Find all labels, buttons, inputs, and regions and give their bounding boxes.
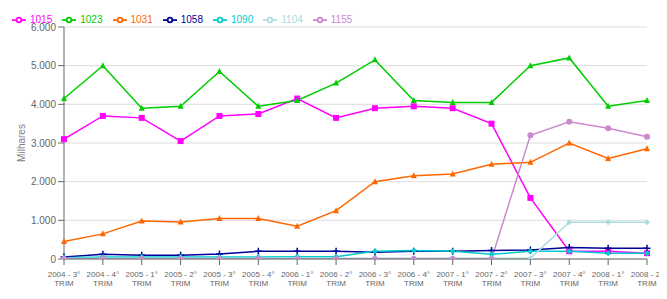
svg-text:Milhares: Milhares <box>16 124 27 162</box>
svg-text:4.000: 4.000 <box>31 99 56 110</box>
svg-text:2007 - 1°TRIM: 2007 - 1°TRIM <box>436 270 469 288</box>
svg-text:2004 - 3°TRIM: 2004 - 3°TRIM <box>48 270 81 288</box>
html-text:1023: 1023 <box>80 13 103 25</box>
svg-text:1.000: 1.000 <box>31 215 56 226</box>
svg-text:3.000: 3.000 <box>31 138 56 149</box>
html-text:1104: 1104 <box>281 13 303 25</box>
html-text:1015: 1015 <box>30 13 53 25</box>
svg-text:2008 - 1°TRIM: 2008 - 1°TRIM <box>592 270 625 288</box>
svg-text:2007 - 2°TRIM: 2007 - 2°TRIM <box>475 270 508 288</box>
html-text:1090: 1090 <box>231 13 254 25</box>
html-text:1058: 1058 <box>180 13 203 25</box>
svg-text:2004 - 4°TRIM: 2004 - 4°TRIM <box>87 270 120 288</box>
svg-text:2.000: 2.000 <box>31 176 56 187</box>
svg-text:2005 - 2°TRIM: 2005 - 2°TRIM <box>164 270 197 288</box>
svg-text:2006 - 3°TRIM: 2006 - 3°TRIM <box>359 270 392 288</box>
svg-text:2008 - 2°TRIM: 2008 - 2°TRIM <box>631 270 659 288</box>
svg-text:2006 - 2°TRIM: 2006 - 2°TRIM <box>320 270 353 288</box>
svg-text:2007 - 4°TRIM: 2007 - 4°TRIM <box>553 270 586 288</box>
svg-text:2007 - 3°TRIM: 2007 - 3°TRIM <box>514 270 547 288</box>
html-text:1155: 1155 <box>330 13 353 25</box>
svg-text:6.000: 6.000 <box>31 22 56 33</box>
svg-text:2005 - 3°TRIM: 2005 - 3°TRIM <box>203 270 236 288</box>
svg-text:2005 - 1°TRIM: 2005 - 1°TRIM <box>125 270 158 288</box>
svg-text:5.000: 5.000 <box>31 60 56 71</box>
svg-text:2005 - 4°TRIM: 2005 - 4°TRIM <box>242 270 275 288</box>
html-text:1031: 1031 <box>130 13 153 25</box>
svg-text:2006 - 1°TRIM: 2006 - 1°TRIM <box>281 270 314 288</box>
svg-text:2006 - 4°TRIM: 2006 - 4°TRIM <box>398 270 431 288</box>
svg-text:0: 0 <box>50 254 56 265</box>
